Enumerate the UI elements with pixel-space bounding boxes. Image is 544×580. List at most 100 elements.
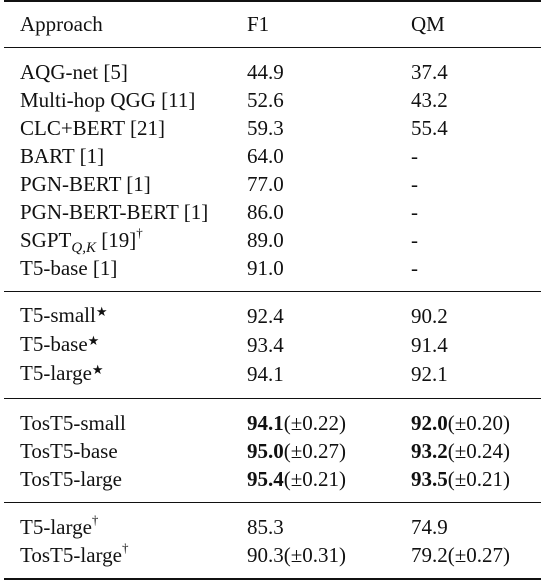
approach-label: T5-large <box>20 514 92 539</box>
f1-cell: 91.0 <box>247 255 284 280</box>
f1-cell: 92.4 <box>247 304 284 328</box>
approach-base: SGPT <box>20 227 72 252</box>
qm-value-bold: 92.0 <box>411 410 448 435</box>
group-t5-starred: T5-small★ 92.4 90.2 T5-base★ 93.4 91.4 T… <box>4 291 541 399</box>
approach-label: T5-small <box>20 303 96 327</box>
table-row: T5-large† 85.3 74.9 <box>4 502 541 542</box>
group-baselines: AQG-net [5] 44.9 37.4 Multi-hop QGG [11]… <box>4 47 541 292</box>
f1-cell: 93.4 <box>247 333 284 357</box>
qm-cell: - <box>411 255 418 280</box>
group-tost5: TosT5-small 94.1(±0.22) 92.0(±0.20) TosT… <box>4 398 541 503</box>
group-dagger: T5-large† 85.3 74.9 TosT5-large† 90.3(±0… <box>4 502 541 579</box>
table-row: T5-large★ 94.1 92.1 <box>4 360 541 399</box>
header-f1: F1 <box>247 12 270 36</box>
f1-cell: 52.6 <box>247 87 284 112</box>
approach-cell: PGN-BERT-BERT [1] <box>20 199 209 224</box>
table-row: Multi-hop QGG [11] 52.6 43.2 <box>4 86 541 114</box>
approach-label: TosT5-large <box>20 542 122 567</box>
f1-cell: 94.1(±0.22) <box>247 399 411 438</box>
f1-cell: 90.3(±0.31) <box>247 542 347 567</box>
approach-cell: T5-base [1] <box>20 255 118 280</box>
f1-cell: 77.0 <box>247 171 284 196</box>
header-row: Approach F1 QM <box>4 1 541 48</box>
f1-cell: 95.4(±0.21) <box>247 465 411 503</box>
dagger-mark: † <box>121 539 129 555</box>
qm-cell: 91.4 <box>411 333 448 357</box>
results-table: Approach F1 QM AQG-net [5] 44.9 37.4 Mul… <box>4 0 541 580</box>
table-row: PGN-BERT [1] 77.0 - <box>4 170 541 198</box>
table-row: T5-small★ 92.4 90.2 <box>4 291 541 332</box>
dagger-mark: † <box>136 224 143 240</box>
qm-cell: 43.2 <box>411 87 448 112</box>
f1-cell: 59.3 <box>247 115 284 140</box>
approach-cell: PGN-BERT [1] <box>20 171 151 196</box>
approach-cell: T5-base★ <box>4 331 247 360</box>
f1-value-bold: 94.1 <box>247 410 284 435</box>
approach-subscript: Q,K <box>71 239 96 256</box>
results-table-container: Approach F1 QM AQG-net [5] 44.9 37.4 Mul… <box>4 0 541 580</box>
qm-cell: - <box>411 227 418 252</box>
table-row: PGN-BERT-BERT [1] 86.0 - <box>4 198 541 226</box>
approach-cell: TosT5-large† <box>4 541 247 579</box>
qm-cell: - <box>411 199 418 224</box>
table-row: TosT5-large 95.4(±0.21) 93.5(±0.21) <box>4 465 541 503</box>
qm-cell: 90.2 <box>411 304 448 328</box>
table-row: TosT5-base 95.0(±0.27) 93.2(±0.24) <box>4 437 541 465</box>
qm-std: (±0.24) <box>447 438 511 463</box>
qm-cell: 74.9 <box>411 514 448 539</box>
table-row: T5-base [1] 91.0 - <box>4 254 541 292</box>
qm-value-bold: 93.2 <box>411 438 448 463</box>
f1-value-bold: 95.4 <box>247 466 284 491</box>
qm-cell: 92.0(±0.20) <box>411 399 541 438</box>
qm-cell: 92.1 <box>411 362 448 386</box>
qm-cell: - <box>411 171 418 196</box>
table-row: SGPTQ,K [19]† 89.0 - <box>4 224 541 256</box>
qm-cell: 55.4 <box>411 115 448 140</box>
f1-cell: 95.0(±0.27) <box>247 437 411 465</box>
table-row: BART [1] 64.0 - <box>4 142 541 170</box>
f1-cell: 64.0 <box>247 143 284 168</box>
approach-cell: BART [1] <box>20 143 105 168</box>
f1-cell: 94.1 <box>247 362 284 386</box>
approach-cell: SGPTQ,K [19]† <box>4 224 247 256</box>
approach-cell: AQG-net [5] <box>20 59 128 84</box>
table-row: TosT5-small 94.1(±0.22) 92.0(±0.20) <box>4 398 541 438</box>
star-mark: ★ <box>95 304 108 319</box>
table-row: AQG-net [5] 44.9 37.4 <box>4 47 541 87</box>
approach-cell: TosT5-large <box>20 466 122 491</box>
f1-cell: 44.9 <box>247 59 284 84</box>
approach-cell: T5-large★ <box>4 360 247 399</box>
header-approach: Approach <box>20 12 103 36</box>
star-mark: ★ <box>87 333 100 348</box>
qm-cell: 37.4 <box>411 59 448 84</box>
f1-std: (±0.27) <box>283 438 347 463</box>
dagger-mark: † <box>91 511 99 527</box>
f1-std: (±0.22) <box>283 410 347 435</box>
approach-label: T5-large <box>20 361 92 385</box>
qm-cell: 93.5(±0.21) <box>411 465 541 503</box>
f1-cell: 85.3 <box>247 514 284 539</box>
table-row: T5-base★ 93.4 91.4 <box>4 331 541 360</box>
table-row: TosT5-large† 90.3(±0.31) 79.2(±0.27) <box>4 541 541 579</box>
f1-cell: 86.0 <box>247 199 284 224</box>
f1-std: (±0.21) <box>283 466 347 491</box>
f1-value-bold: 95.0 <box>247 438 284 463</box>
approach-cell: TosT5-base <box>20 438 118 463</box>
qm-cell: - <box>411 143 418 168</box>
table-row: CLC+BERT [21] 59.3 55.4 <box>4 114 541 142</box>
approach-cell: TosT5-small <box>20 410 126 435</box>
approach-cell: CLC+BERT [21] <box>20 115 165 140</box>
qm-std: (±0.20) <box>447 410 511 435</box>
f1-cell: 89.0 <box>247 227 284 252</box>
qm-value-bold: 93.5 <box>411 466 448 491</box>
header-qm: QM <box>411 12 445 36</box>
approach-cell: Multi-hop QGG [11] <box>20 87 196 112</box>
approach-reference: [19] <box>95 227 137 252</box>
approach-cell: T5-small★ <box>4 292 247 332</box>
qm-cell: 93.2(±0.24) <box>411 437 541 465</box>
qm-std: (±0.21) <box>447 466 511 491</box>
qm-cell: 79.2(±0.27) <box>411 542 511 567</box>
approach-label: T5-base <box>20 332 88 356</box>
star-mark: ★ <box>91 362 104 377</box>
approach-cell: T5-large† <box>4 503 247 542</box>
